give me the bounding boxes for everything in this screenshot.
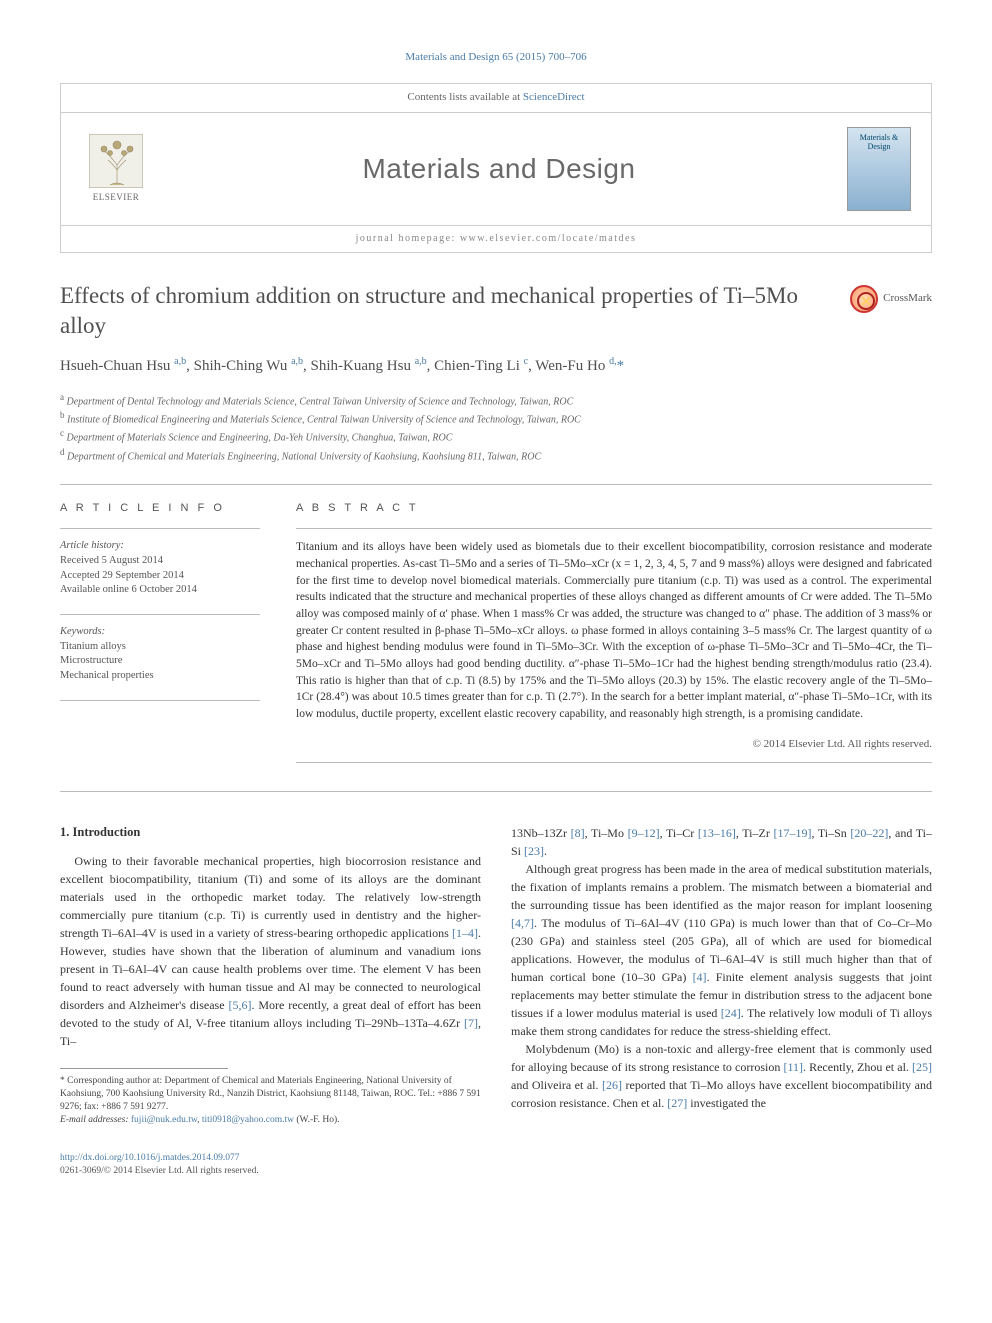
- corresponding-author-footnote: * Corresponding author at: Department of…: [60, 1075, 481, 1128]
- abstract-divider-top: [296, 528, 932, 529]
- keyword-1: Titanium alloys: [60, 640, 260, 655]
- doi-issn-block: http://dx.doi.org/10.1016/j.matdes.2014.…: [60, 1152, 481, 1179]
- elsevier-logo[interactable]: ELSEVIER: [81, 134, 151, 204]
- crossmark-icon: [850, 285, 878, 313]
- sciencedirect-link[interactable]: ScienceDirect: [523, 91, 585, 103]
- elsevier-tree-icon: [89, 134, 143, 188]
- affiliations: a Department of Dental Technology and Ma…: [60, 391, 932, 464]
- intro-col2-p2: Although great progress has been made in…: [511, 860, 932, 1040]
- crossmark-badge[interactable]: CrossMark: [850, 285, 932, 313]
- abstract-divider-bottom: [296, 762, 932, 763]
- history-label: Article history:: [60, 539, 260, 554]
- journal-title: Materials and Design: [151, 149, 847, 188]
- journal-header-box: Contents lists available at ScienceDirec…: [60, 83, 932, 252]
- intro-col2-text: 13Nb–13Zr [8], Ti–Mo [9–12], Ti–Cr [13–1…: [511, 824, 932, 1112]
- body-divider: [60, 791, 932, 792]
- email-suffix: (W.-F. Ho).: [294, 1115, 340, 1125]
- homepage-line: journal homepage: www.elsevier.com/locat…: [61, 225, 931, 252]
- elsevier-label: ELSEVIER: [93, 191, 140, 204]
- introduction-heading: 1. Introduction: [60, 824, 481, 842]
- keyword-2: Microstructure: [60, 654, 260, 669]
- info-divider-2: [60, 614, 260, 615]
- history-received: Received 5 August 2014: [60, 554, 260, 569]
- email-line: E-mail addresses: fujii@nuk.edu.tw, titi…: [60, 1114, 481, 1127]
- journal-cover-thumbnail[interactable]: Materials & Design: [847, 127, 911, 211]
- history-online: Available online 6 October 2014: [60, 583, 260, 598]
- intro-col2-p3: Molybdenum (Mo) is a non-toxic and aller…: [511, 1040, 932, 1112]
- affiliation-d: d Department of Chemical and Materials E…: [60, 446, 932, 464]
- affiliation-b: b Institute of Biomedical Engineering an…: [60, 409, 932, 427]
- contents-prefix: Contents lists available at: [407, 91, 522, 103]
- article-info-heading: A R T I C L E I N F O: [60, 501, 260, 516]
- abstract-copyright: © 2014 Elsevier Ltd. All rights reserved…: [296, 737, 932, 752]
- header-divider: [60, 484, 932, 485]
- abstract-heading: A B S T R A C T: [296, 501, 932, 516]
- homepage-link[interactable]: www.elsevier.com/locate/matdes: [460, 233, 637, 244]
- info-divider-1: [60, 528, 260, 529]
- affiliation-a: a Department of Dental Technology and Ma…: [60, 391, 932, 409]
- email-link-2[interactable]: titi0918@yahoo.com.tw: [202, 1115, 294, 1125]
- cover-title-text: Materials & Design: [848, 128, 910, 152]
- citation-line: Materials and Design 65 (2015) 700–706: [60, 50, 932, 65]
- abstract-text: Titanium and its alloys have been widely…: [296, 539, 932, 722]
- affiliation-c: c Department of Materials Science and En…: [60, 427, 932, 445]
- info-divider-3: [60, 700, 260, 701]
- homepage-label: journal homepage:: [356, 233, 460, 244]
- intro-p1: Owing to their favorable mechanical prop…: [60, 852, 481, 1050]
- keywords-block: Keywords: Titanium alloys Microstructure…: [60, 625, 260, 684]
- contents-list-line: Contents lists available at ScienceDirec…: [61, 84, 931, 112]
- footnote-divider: [60, 1068, 228, 1069]
- intro-col1-text: Owing to their favorable mechanical prop…: [60, 852, 481, 1050]
- email-label: E-mail addresses:: [60, 1115, 129, 1125]
- keywords-label: Keywords:: [60, 625, 260, 640]
- history-accepted: Accepted 29 September 2014: [60, 569, 260, 584]
- keyword-3: Mechanical properties: [60, 669, 260, 684]
- article-title: Effects of chromium addition on structur…: [60, 281, 834, 341]
- intro-col2-p1: 13Nb–13Zr [8], Ti–Mo [9–12], Ti–Cr [13–1…: [511, 824, 932, 860]
- article-history-block: Article history: Received 5 August 2014 …: [60, 539, 260, 598]
- crossmark-label: CrossMark: [883, 291, 932, 306]
- corr-author-text: * Corresponding author at: Department of…: [60, 1075, 481, 1115]
- doi-link[interactable]: http://dx.doi.org/10.1016/j.matdes.2014.…: [60, 1153, 240, 1163]
- author-list: Hsueh-Chuan Hsu a,b, Shih-Ching Wu a,b, …: [60, 355, 932, 377]
- email-link-1[interactable]: fujii@nuk.edu.tw: [131, 1115, 197, 1125]
- issn-line: 0261-3069/© 2014 Elsevier Ltd. All right…: [60, 1165, 481, 1178]
